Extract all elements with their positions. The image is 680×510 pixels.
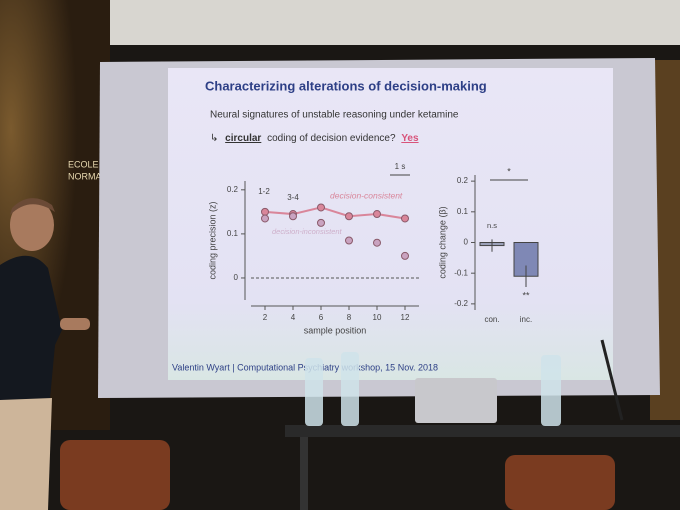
right-chart: 0.2 0.1 0 -0.1 -0.2 coding change (β) con. inc.… xyxy=(437,166,539,324)
presenter xyxy=(0,255,62,430)
data-point xyxy=(345,236,353,245)
laptop xyxy=(415,378,497,423)
data-point xyxy=(317,218,325,227)
x-tick-label: 12 xyxy=(401,313,410,322)
significance: * xyxy=(507,166,511,176)
presenter-hand xyxy=(60,318,90,330)
bottle xyxy=(541,355,561,426)
annotation: 3-4 xyxy=(287,193,299,202)
data-point xyxy=(401,251,409,260)
chair xyxy=(60,440,170,510)
y-axis-label: coding precision (z) xyxy=(207,201,217,279)
y-tick-label: 0.2 xyxy=(227,185,239,194)
slide-subtitle: Neural signatures of unstable reasoning … xyxy=(210,110,459,121)
presenter-hair xyxy=(10,198,55,215)
significance: ** xyxy=(522,290,530,300)
y-tick-label: 0 xyxy=(234,273,239,282)
left-chart: 0 0.1 0.2 2 4 6 8 10 12 sample position coding pre… xyxy=(207,162,419,335)
annotation: 1-2 xyxy=(258,187,270,196)
x-tick-label: 6 xyxy=(319,313,324,322)
y-tick-label: -0.2 xyxy=(454,299,468,308)
data-point xyxy=(373,210,381,219)
chair xyxy=(505,455,615,510)
x-tick-label: 10 xyxy=(373,313,382,322)
bottle xyxy=(305,358,323,426)
bottle xyxy=(341,352,359,426)
data-point xyxy=(401,214,409,223)
presenter-head xyxy=(10,199,54,251)
x-tick-label: 8 xyxy=(347,313,352,322)
data-point xyxy=(317,203,325,212)
presenter-legs xyxy=(0,398,52,510)
slide-title: Characterizing alterations of decision-m… xyxy=(205,78,487,93)
table-leg xyxy=(300,437,308,510)
data-point xyxy=(373,238,381,247)
y-tick-label: 0.1 xyxy=(227,229,239,238)
y-tick-label: 0.1 xyxy=(457,207,469,216)
annotation: 1 s xyxy=(395,162,406,171)
wall-sign: NORMALE xyxy=(68,171,113,181)
y-tick-label: 0 xyxy=(464,238,469,247)
ceiling xyxy=(0,0,680,45)
data-point xyxy=(289,212,297,221)
series-label: decision-inconsistent xyxy=(272,227,343,236)
arrow: ↳ xyxy=(210,133,218,144)
microphone xyxy=(600,339,624,421)
x-tick-label: 2 xyxy=(263,313,268,322)
slide xyxy=(168,68,613,380)
data-point xyxy=(345,212,353,221)
slide-question: ↳ circular coding of decision evidence? … xyxy=(210,133,419,144)
y-tick-label: -0.1 xyxy=(454,268,468,277)
y-axis-label: coding change (β) xyxy=(437,206,447,278)
data-point xyxy=(261,207,269,216)
x-axis-label: sample position xyxy=(304,325,367,335)
x-tick-label: con. xyxy=(484,315,499,324)
series-line xyxy=(264,206,406,220)
x-tick-label: 4 xyxy=(291,313,296,322)
table xyxy=(285,425,680,437)
emphasis: circular xyxy=(225,133,261,144)
series-label: decision-consistent xyxy=(330,190,403,200)
question-text: coding of decision evidence? xyxy=(267,133,396,144)
x-tick-label: inc. xyxy=(520,315,532,324)
wall-sign: ECOLE xyxy=(68,159,99,169)
data-point xyxy=(261,214,269,223)
answer: Yes xyxy=(401,133,419,144)
y-tick-label: 0.2 xyxy=(457,176,469,185)
significance: n.s xyxy=(487,221,497,230)
